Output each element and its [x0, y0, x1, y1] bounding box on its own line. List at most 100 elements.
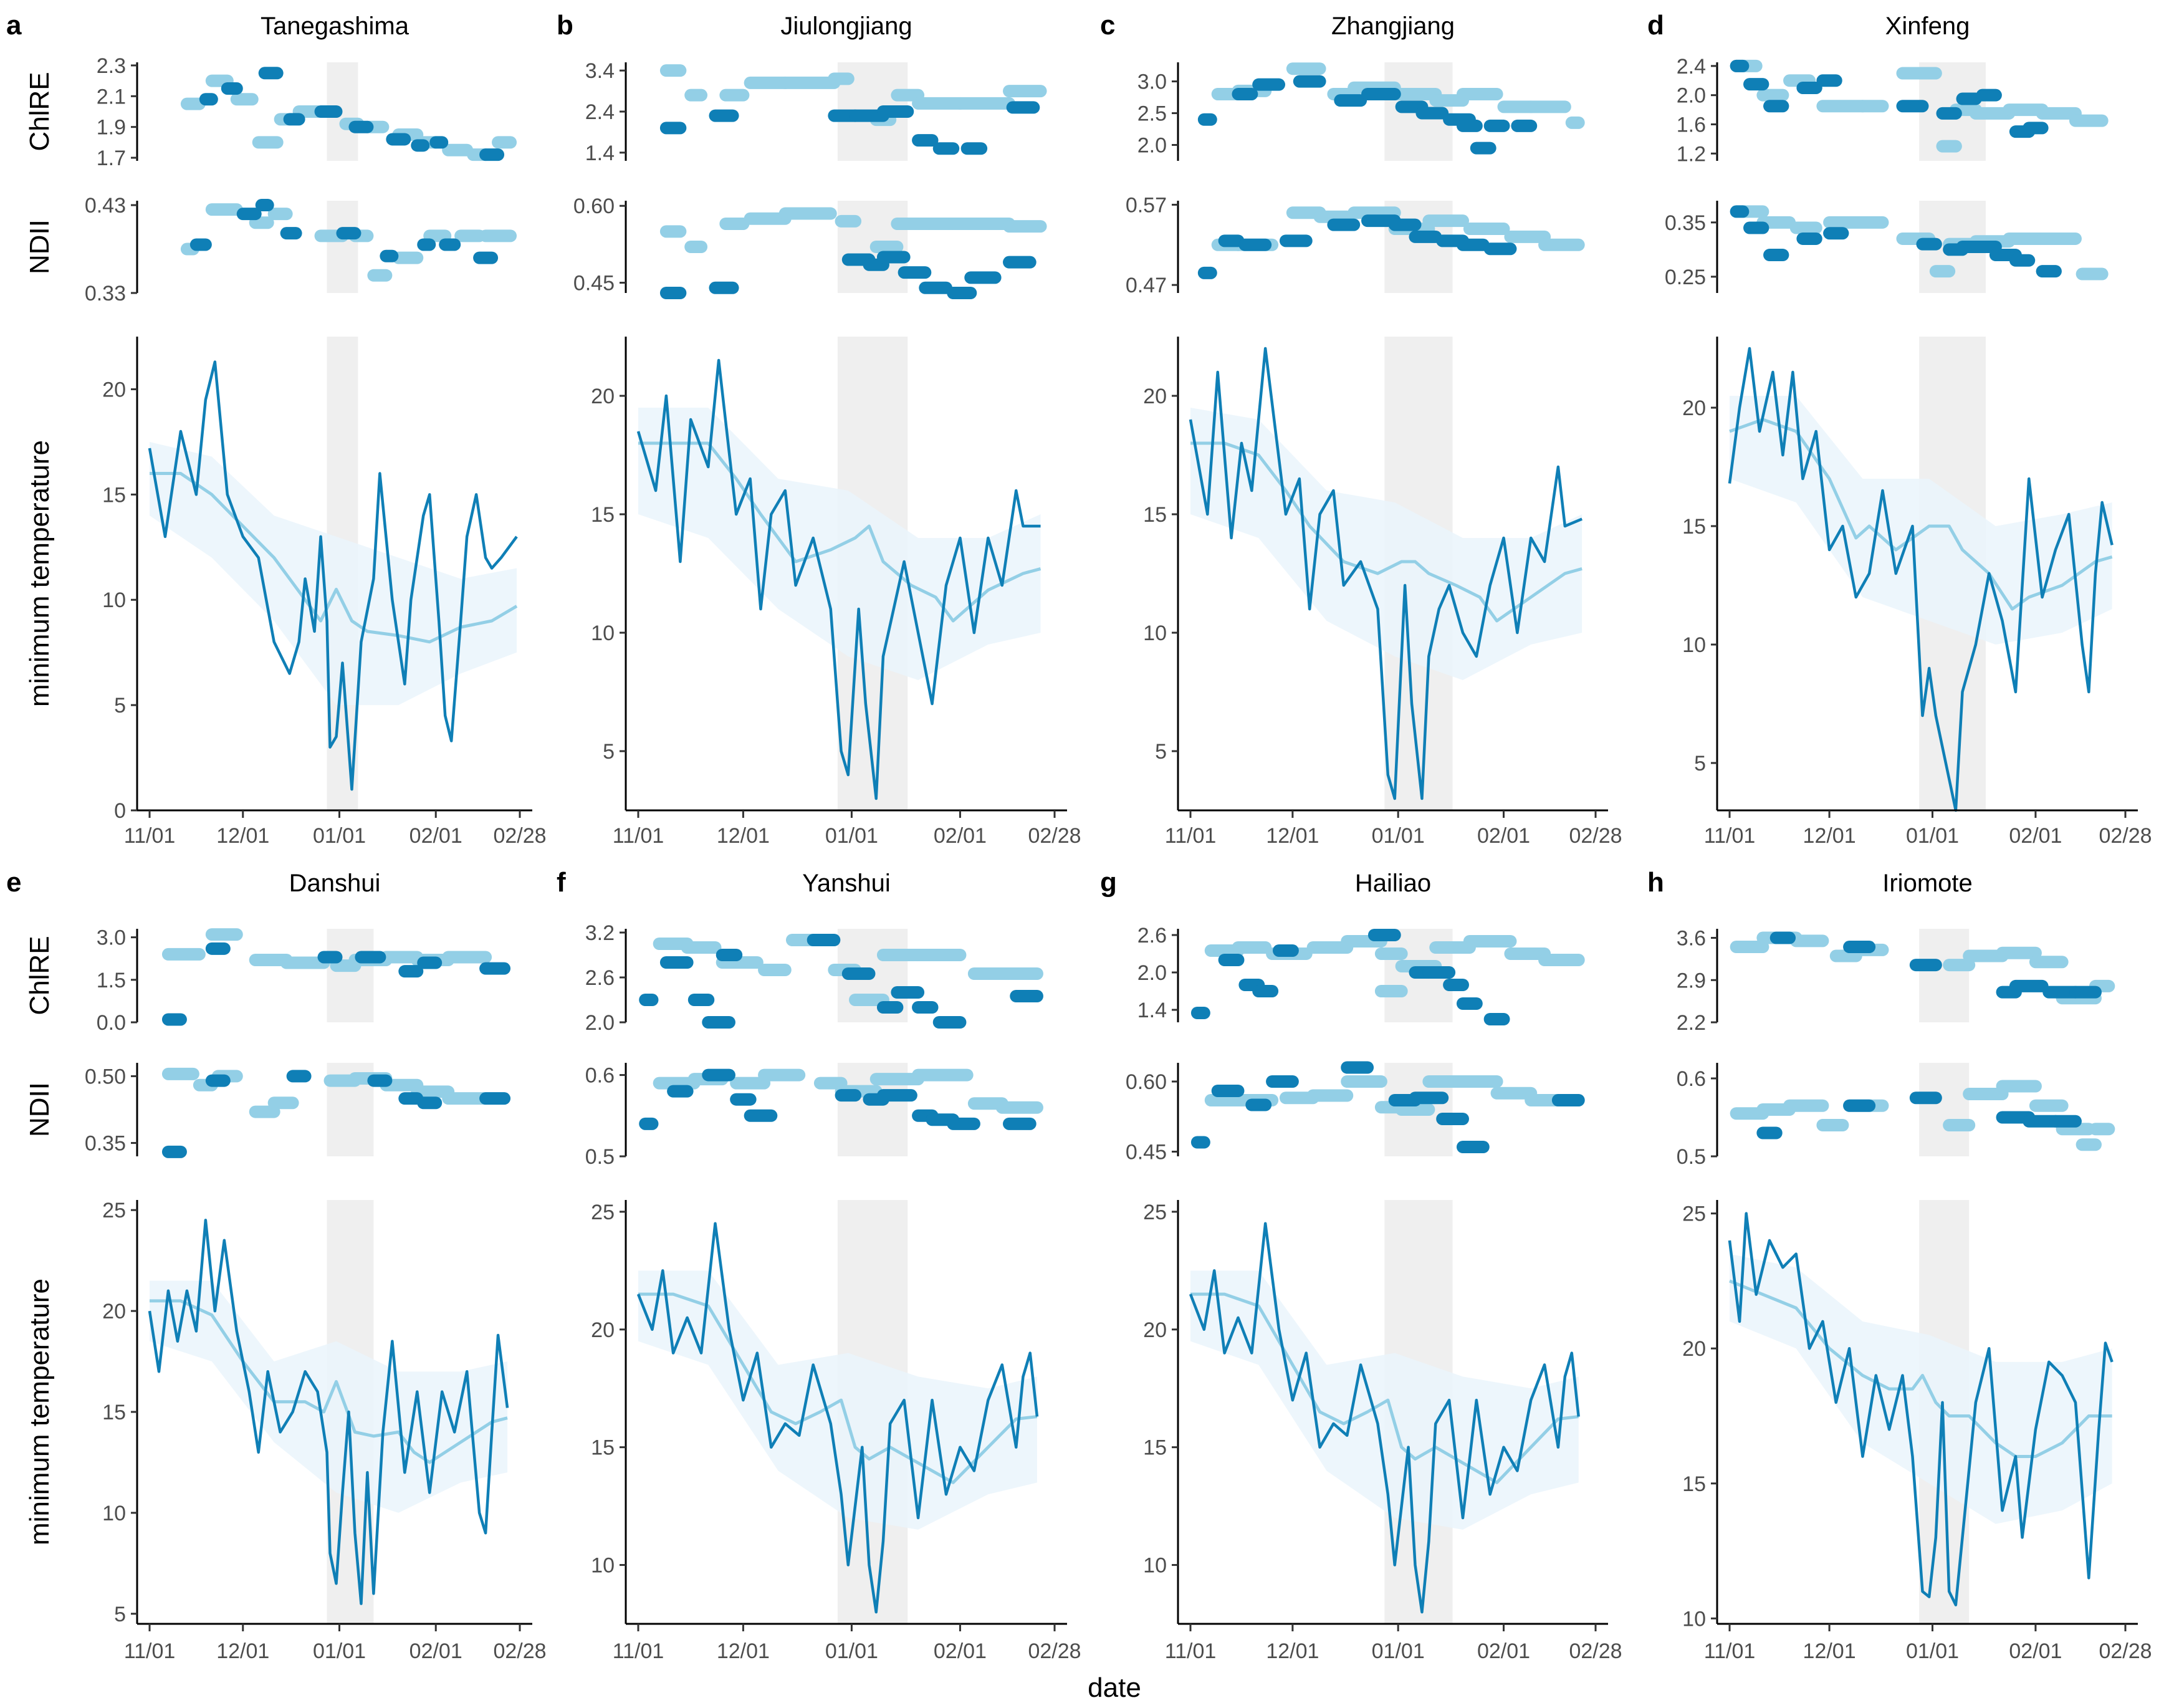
y-tick-label: 2.0	[1677, 84, 1706, 108]
x-tick-label: 12/01	[1803, 1639, 1856, 1663]
site-title: Xinfeng	[1885, 12, 1970, 40]
y-tick-label: 25	[1143, 1201, 1167, 1224]
y-tick-label: 0.57	[1126, 193, 1167, 217]
panel-c: c Zhangjiang 3.0 2.5 2.0 0.57 0.47 20 15 10 5 11/01…	[1100, 10, 1622, 848]
x-tick-label: 12/01	[1266, 824, 1319, 848]
ndii-subplot: 0.60 0.45	[573, 194, 1047, 299]
site-title: Yanshui	[802, 870, 891, 897]
series-line-mean	[150, 1299, 508, 1464]
y-tick-label: 20	[591, 1318, 615, 1342]
series-line-daily-minimum	[636, 1222, 1039, 1614]
x-tick-label: 02/01	[934, 824, 987, 848]
x-tick-label: 02/28	[1028, 824, 1081, 848]
y-tick-label: 25	[1682, 1202, 1706, 1226]
temperature-subplot: 20 15 10 5 11/01 12/01 01/01 02/01 02/28	[1682, 337, 2152, 848]
series-line-daily-minimum	[1189, 347, 1583, 800]
x-tick-label: 01/01	[1906, 824, 1959, 848]
site-title: Iriomote	[1882, 870, 1973, 897]
x-tick-label: 02/01	[2009, 1639, 2062, 1663]
panel-h: h Iriomote 3.6 2.9 2.2 0.6 0.5 25 20 15 10 11/01 12/…	[1647, 867, 2152, 1663]
y-axis-title: minimum temperature	[24, 1279, 55, 1545]
panel-letter: g	[1100, 867, 1117, 898]
x-tick-label: 02/28	[2099, 1639, 2152, 1663]
chlre-subplot: 2.4 2.0 1.6 1.2	[1677, 55, 2109, 166]
chlre-subplot: 2.6 2.0 1.4	[1137, 924, 1585, 1025]
y-tick-label: 0.6	[585, 1064, 615, 1088]
x-tick-label: 11/01	[1165, 824, 1217, 848]
x-tick-label: 02/01	[409, 1639, 462, 1663]
y-tick-label: 20	[591, 385, 615, 408]
series-line-daily-minimum	[1189, 1222, 1580, 1614]
cold-period-shade	[1919, 1063, 1970, 1156]
y-tick-label: 0.35	[1665, 211, 1706, 235]
y-tick-label: 0.0	[97, 1011, 126, 1035]
y-tick-label: 25	[591, 1201, 615, 1224]
chlre-subplot: 2.3 2.1 1.9 1.7 ChlRE	[24, 54, 517, 170]
x-axis-title: date	[1088, 1672, 1141, 1703]
panel-letter: a	[6, 10, 22, 41]
y-tick-label: 0.25	[1665, 266, 1706, 289]
temperature-range-band	[1190, 1270, 1579, 1530]
y-tick-label: 20	[102, 1300, 126, 1323]
x-tick-label: 02/28	[493, 824, 546, 848]
cold-period-shade	[327, 929, 374, 1022]
panel-g: g Hailiao 2.6 2.0 1.4 0.60 0.45 25 20 15 10 11/01 12…	[1100, 867, 1622, 1663]
chlre-subplot: 3.6 2.9 2.2	[1677, 927, 2115, 1035]
y-tick-label: 0.35	[85, 1132, 126, 1156]
y-tick-label: 3.6	[1677, 927, 1706, 951]
temperature-subplot: 20 15 10 5 11/01 12/01 01/01 02/01 02/28	[1143, 337, 1622, 848]
y-axis-title: NDII	[24, 219, 55, 274]
y-tick-label: 5	[1155, 740, 1167, 764]
x-tick-label: 12/01	[216, 1639, 269, 1663]
ndii-subplot: 0.35 0.25	[1665, 201, 2109, 293]
site-title: Danshui	[289, 870, 381, 897]
y-tick-label: 1.4	[585, 142, 615, 165]
temperature-subplot: 20 15 10 5 011/01 12/01 01/01 02/01 02/28 minimum…	[24, 337, 547, 848]
y-tick-label: 15	[1682, 515, 1706, 539]
ndii-subplot: 0.43 0.33 NDII	[24, 194, 517, 305]
y-tick-label: 2.0	[1137, 134, 1167, 158]
series-line-daily-minimum	[148, 1219, 509, 1605]
cold-period-shade	[1919, 929, 1970, 1022]
y-tick-label: 2.6	[585, 966, 615, 990]
ndii-subplot: 0.57 0.47	[1126, 193, 1585, 297]
y-tick-label: 10	[1682, 633, 1706, 657]
x-tick-label: 11/01	[1704, 824, 1756, 848]
temperature-range-band	[1730, 396, 2112, 645]
y-tick-label: 2.6	[1137, 924, 1167, 948]
site-title: Hailiao	[1355, 870, 1431, 897]
y-tick-label: 10	[591, 621, 615, 645]
y-tick-label: 5	[1694, 752, 1706, 775]
y-tick-label: 3.0	[1137, 70, 1167, 94]
ndii-subplot: 0.6 0.5	[585, 1063, 1043, 1169]
x-tick-label: 02/01	[2009, 824, 2062, 848]
panel-letter: c	[1100, 10, 1115, 41]
panel-letter: f	[557, 867, 566, 898]
y-tick-label: 2.5	[1137, 102, 1167, 126]
cold-period-shade	[327, 201, 358, 293]
x-tick-label: 02/28	[493, 1639, 546, 1663]
temperature-range-band	[638, 1270, 1037, 1530]
panel-b: b Jiulongjiang 3.4 2.4 1.4 0.60 0.45 20 15 10 5 11/…	[557, 10, 1081, 848]
panel-e: e Danshui 3.0 1.5 0.0 ChlRE 0.50 0.35 NDII 25 20 15…	[6, 867, 547, 1663]
y-tick-label: 20	[1143, 1318, 1167, 1342]
temperature-subplot: 25 20 15 10 11/01 12/01 01/01 02/01 02/28	[1143, 1200, 1622, 1663]
x-tick-label: 01/01	[825, 824, 878, 848]
y-tick-label: 0.60	[573, 194, 615, 218]
y-tick-label: 0.45	[573, 272, 615, 295]
x-tick-label: 02/28	[2099, 824, 2152, 848]
x-tick-label: 01/01	[313, 1639, 366, 1663]
y-tick-label: 5	[114, 1603, 126, 1626]
y-tick-label: 2.4	[585, 100, 615, 124]
panel-d: d Xinfeng 2.4 2.0 1.6 1.2 0.35 0.25 20 15 10 5 11/01…	[1647, 10, 2152, 848]
y-tick-label: 10	[1143, 621, 1167, 645]
temperature-subplot: 20 15 10 5 11/01 12/01 01/01 02/01 02/28	[591, 337, 1081, 848]
x-tick-label: 11/01	[613, 824, 664, 848]
y-tick-label: 2.2	[1677, 1011, 1706, 1035]
x-tick-label: 11/01	[613, 1639, 664, 1663]
y-tick-label: 25	[102, 1199, 126, 1222]
x-tick-label: 12/01	[1803, 824, 1856, 848]
x-tick-label: 01/01	[1372, 824, 1425, 848]
temperature-range-band	[150, 441, 517, 706]
y-tick-label: 1.9	[97, 116, 126, 140]
